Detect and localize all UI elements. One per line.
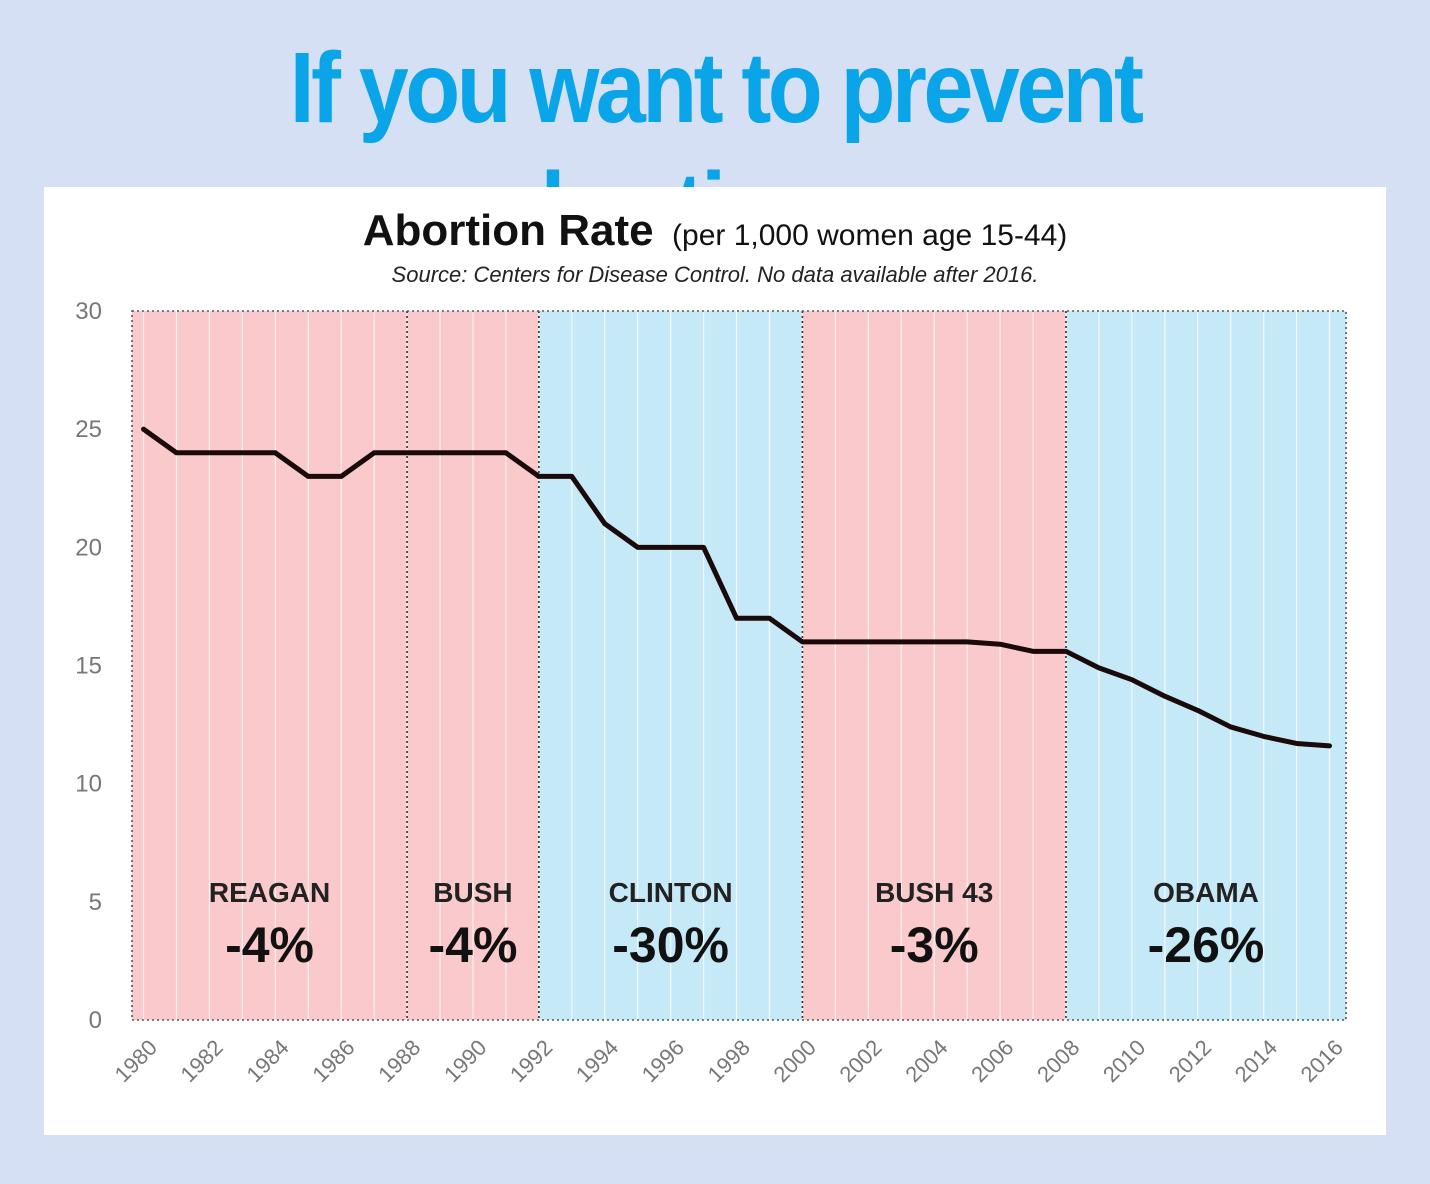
data-point	[536, 474, 541, 479]
data-point	[1063, 649, 1068, 654]
era-name: OBAMA	[1153, 877, 1259, 908]
x-tick-label: 1980	[110, 1035, 162, 1087]
era-change: -4%	[225, 917, 314, 973]
data-point	[438, 450, 443, 455]
chart-card: Abortion Rate (per 1,000 women age 15-44…	[44, 187, 1386, 1135]
plot-frame	[131, 310, 1347, 1021]
era-name: CLINTON	[609, 877, 733, 908]
x-tick-label: 1990	[439, 1035, 491, 1087]
x-tick-label: 2010	[1098, 1035, 1150, 1087]
data-point	[701, 545, 706, 550]
y-axis-ticks: 0 5 10 15 20 25 30	[75, 298, 102, 1034]
data-point	[339, 474, 344, 479]
x-tick-label: 1992	[505, 1035, 557, 1087]
data-point	[1031, 649, 1036, 654]
data-point	[1294, 741, 1299, 746]
data-point	[734, 616, 739, 621]
data-point	[1096, 665, 1101, 670]
data-point	[1129, 677, 1134, 682]
data-point	[668, 545, 673, 550]
data-point	[470, 450, 475, 455]
data-point	[1261, 734, 1266, 739]
era-change: -3%	[890, 917, 979, 973]
data-point	[866, 639, 871, 644]
era-name: REAGAN	[209, 877, 330, 908]
y-tick-label: 25	[75, 416, 102, 443]
era-name: BUSH	[433, 877, 512, 908]
era-change: -30%	[612, 917, 729, 973]
data-point	[767, 616, 772, 621]
data-point	[1327, 743, 1332, 748]
rate-series	[141, 426, 1333, 749]
chart-title: Abortion Rate	[363, 206, 654, 255]
data-point	[965, 639, 970, 644]
data-point	[141, 427, 146, 432]
y-tick-label: 15	[75, 653, 102, 680]
data-point	[240, 450, 245, 455]
x-tick-label: 1988	[373, 1035, 425, 1087]
year-gridlines	[142, 311, 1331, 1020]
data-point	[273, 450, 278, 455]
x-tick-label: 2012	[1164, 1035, 1216, 1087]
era-band	[132, 311, 408, 1020]
x-tick-label: 2004	[900, 1035, 952, 1087]
x-tick-label: 2008	[1032, 1035, 1084, 1087]
y-tick-label: 5	[89, 889, 102, 916]
data-point	[998, 642, 1003, 647]
data-point	[569, 474, 574, 479]
era-change: -4%	[429, 917, 518, 973]
data-point	[899, 639, 904, 644]
x-tick-label: 1986	[307, 1035, 359, 1087]
data-point	[306, 474, 311, 479]
x-axis-ticks: 1980 1982 1984 1986 1988 1990 1992 1994 1996 1998…	[110, 1035, 1348, 1087]
era-bands	[132, 311, 1346, 1020]
plot-border	[131, 310, 1347, 1021]
x-tick-label: 1996	[637, 1035, 689, 1087]
y-tick-label: 20	[75, 534, 102, 561]
x-tick-label: 2000	[769, 1035, 821, 1087]
x-tick-label: 1998	[703, 1035, 755, 1087]
data-point	[1228, 724, 1233, 729]
x-tick-label: 2006	[966, 1035, 1018, 1087]
data-point	[405, 450, 410, 455]
chart-title-group: Abortion Rate (per 1,000 women age 15-44…	[363, 206, 1068, 255]
data-point	[372, 450, 377, 455]
data-point	[207, 450, 212, 455]
x-tick-label: 2002	[834, 1035, 886, 1087]
era-change: -26%	[1148, 917, 1265, 973]
data-point	[602, 521, 607, 526]
x-tick-label: 2014	[1230, 1035, 1282, 1087]
chart-source: Source: Centers for Disease Control. No …	[392, 262, 1039, 287]
x-tick-label: 1984	[241, 1035, 293, 1087]
data-point	[932, 639, 937, 644]
data-point	[635, 545, 640, 550]
era-dividers	[406, 311, 1067, 1020]
chart-subtitle: (per 1,000 women age 15-44)	[672, 219, 1067, 252]
abortion-rate-chart: Abortion Rate (per 1,000 women age 15-44…	[75, 206, 1348, 1087]
era-band	[1065, 311, 1346, 1020]
data-point	[1195, 708, 1200, 713]
data-point	[174, 450, 179, 455]
data-point	[800, 639, 805, 644]
era-labels: REAGAN -4% BUSH -4% CLINTON -30% BUSH 43 -3% OBA…	[209, 877, 1264, 973]
y-tick-label: 10	[75, 771, 102, 798]
data-point	[1162, 694, 1167, 699]
y-tick-label: 30	[75, 298, 102, 325]
era-name: BUSH 43	[875, 877, 993, 908]
data-point	[503, 450, 508, 455]
y-tick-label: 0	[89, 1007, 102, 1034]
data-point	[833, 639, 838, 644]
x-tick-label: 1994	[571, 1035, 623, 1087]
x-tick-label: 2016	[1296, 1035, 1348, 1087]
x-tick-label: 1982	[176, 1035, 228, 1087]
